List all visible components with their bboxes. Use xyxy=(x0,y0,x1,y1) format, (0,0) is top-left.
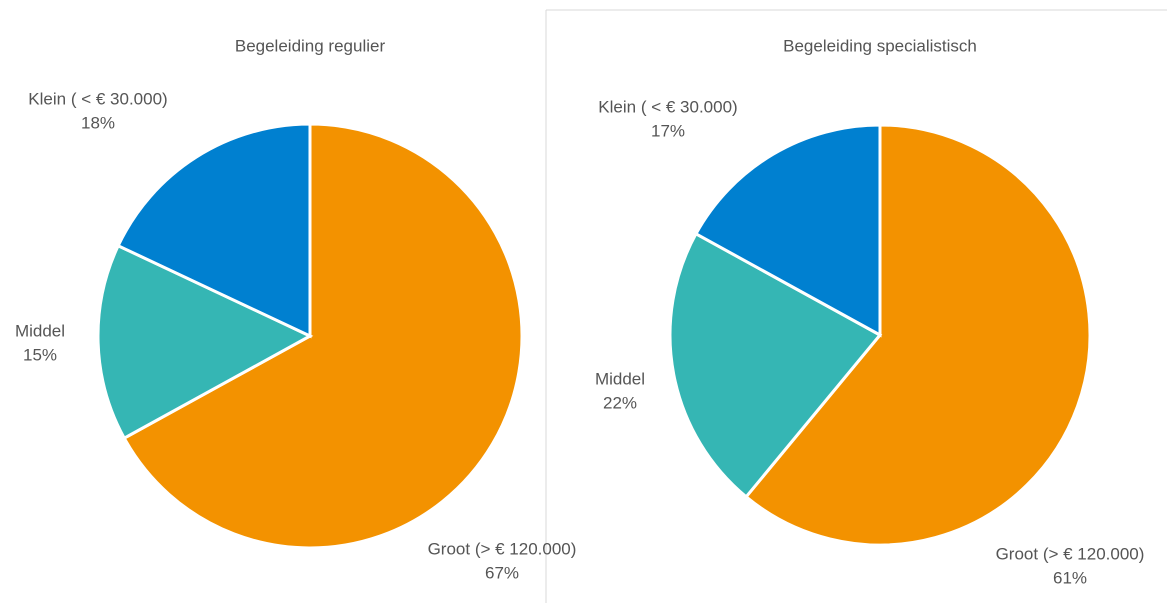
slice-label: Groot (> € 120.000) xyxy=(996,544,1145,563)
pie-slice xyxy=(116,122,312,339)
slice-value: 15% xyxy=(23,345,57,364)
chart-title: Begeleiding specialistisch xyxy=(783,36,977,55)
slice-value: 17% xyxy=(651,121,685,140)
pie-slice xyxy=(122,122,524,550)
pie-slice xyxy=(96,243,314,441)
slice-label: Middel xyxy=(15,321,65,340)
slice-value: 61% xyxy=(1053,568,1087,587)
slice-label: Klein ( < € 30.000) xyxy=(28,89,167,108)
slice-label: Middel xyxy=(595,369,645,388)
slice-value: 67% xyxy=(485,563,519,582)
slice-value: 22% xyxy=(603,393,637,412)
chart-title: Begeleiding regulier xyxy=(235,36,386,55)
pie-slice xyxy=(744,123,1092,547)
slice-label: Klein ( < € 30.000) xyxy=(598,97,737,116)
pie-slice xyxy=(693,123,882,338)
slice-label: Groot (> € 120.000) xyxy=(428,539,577,558)
pie-slice xyxy=(668,231,883,499)
slice-value: 18% xyxy=(81,113,115,132)
